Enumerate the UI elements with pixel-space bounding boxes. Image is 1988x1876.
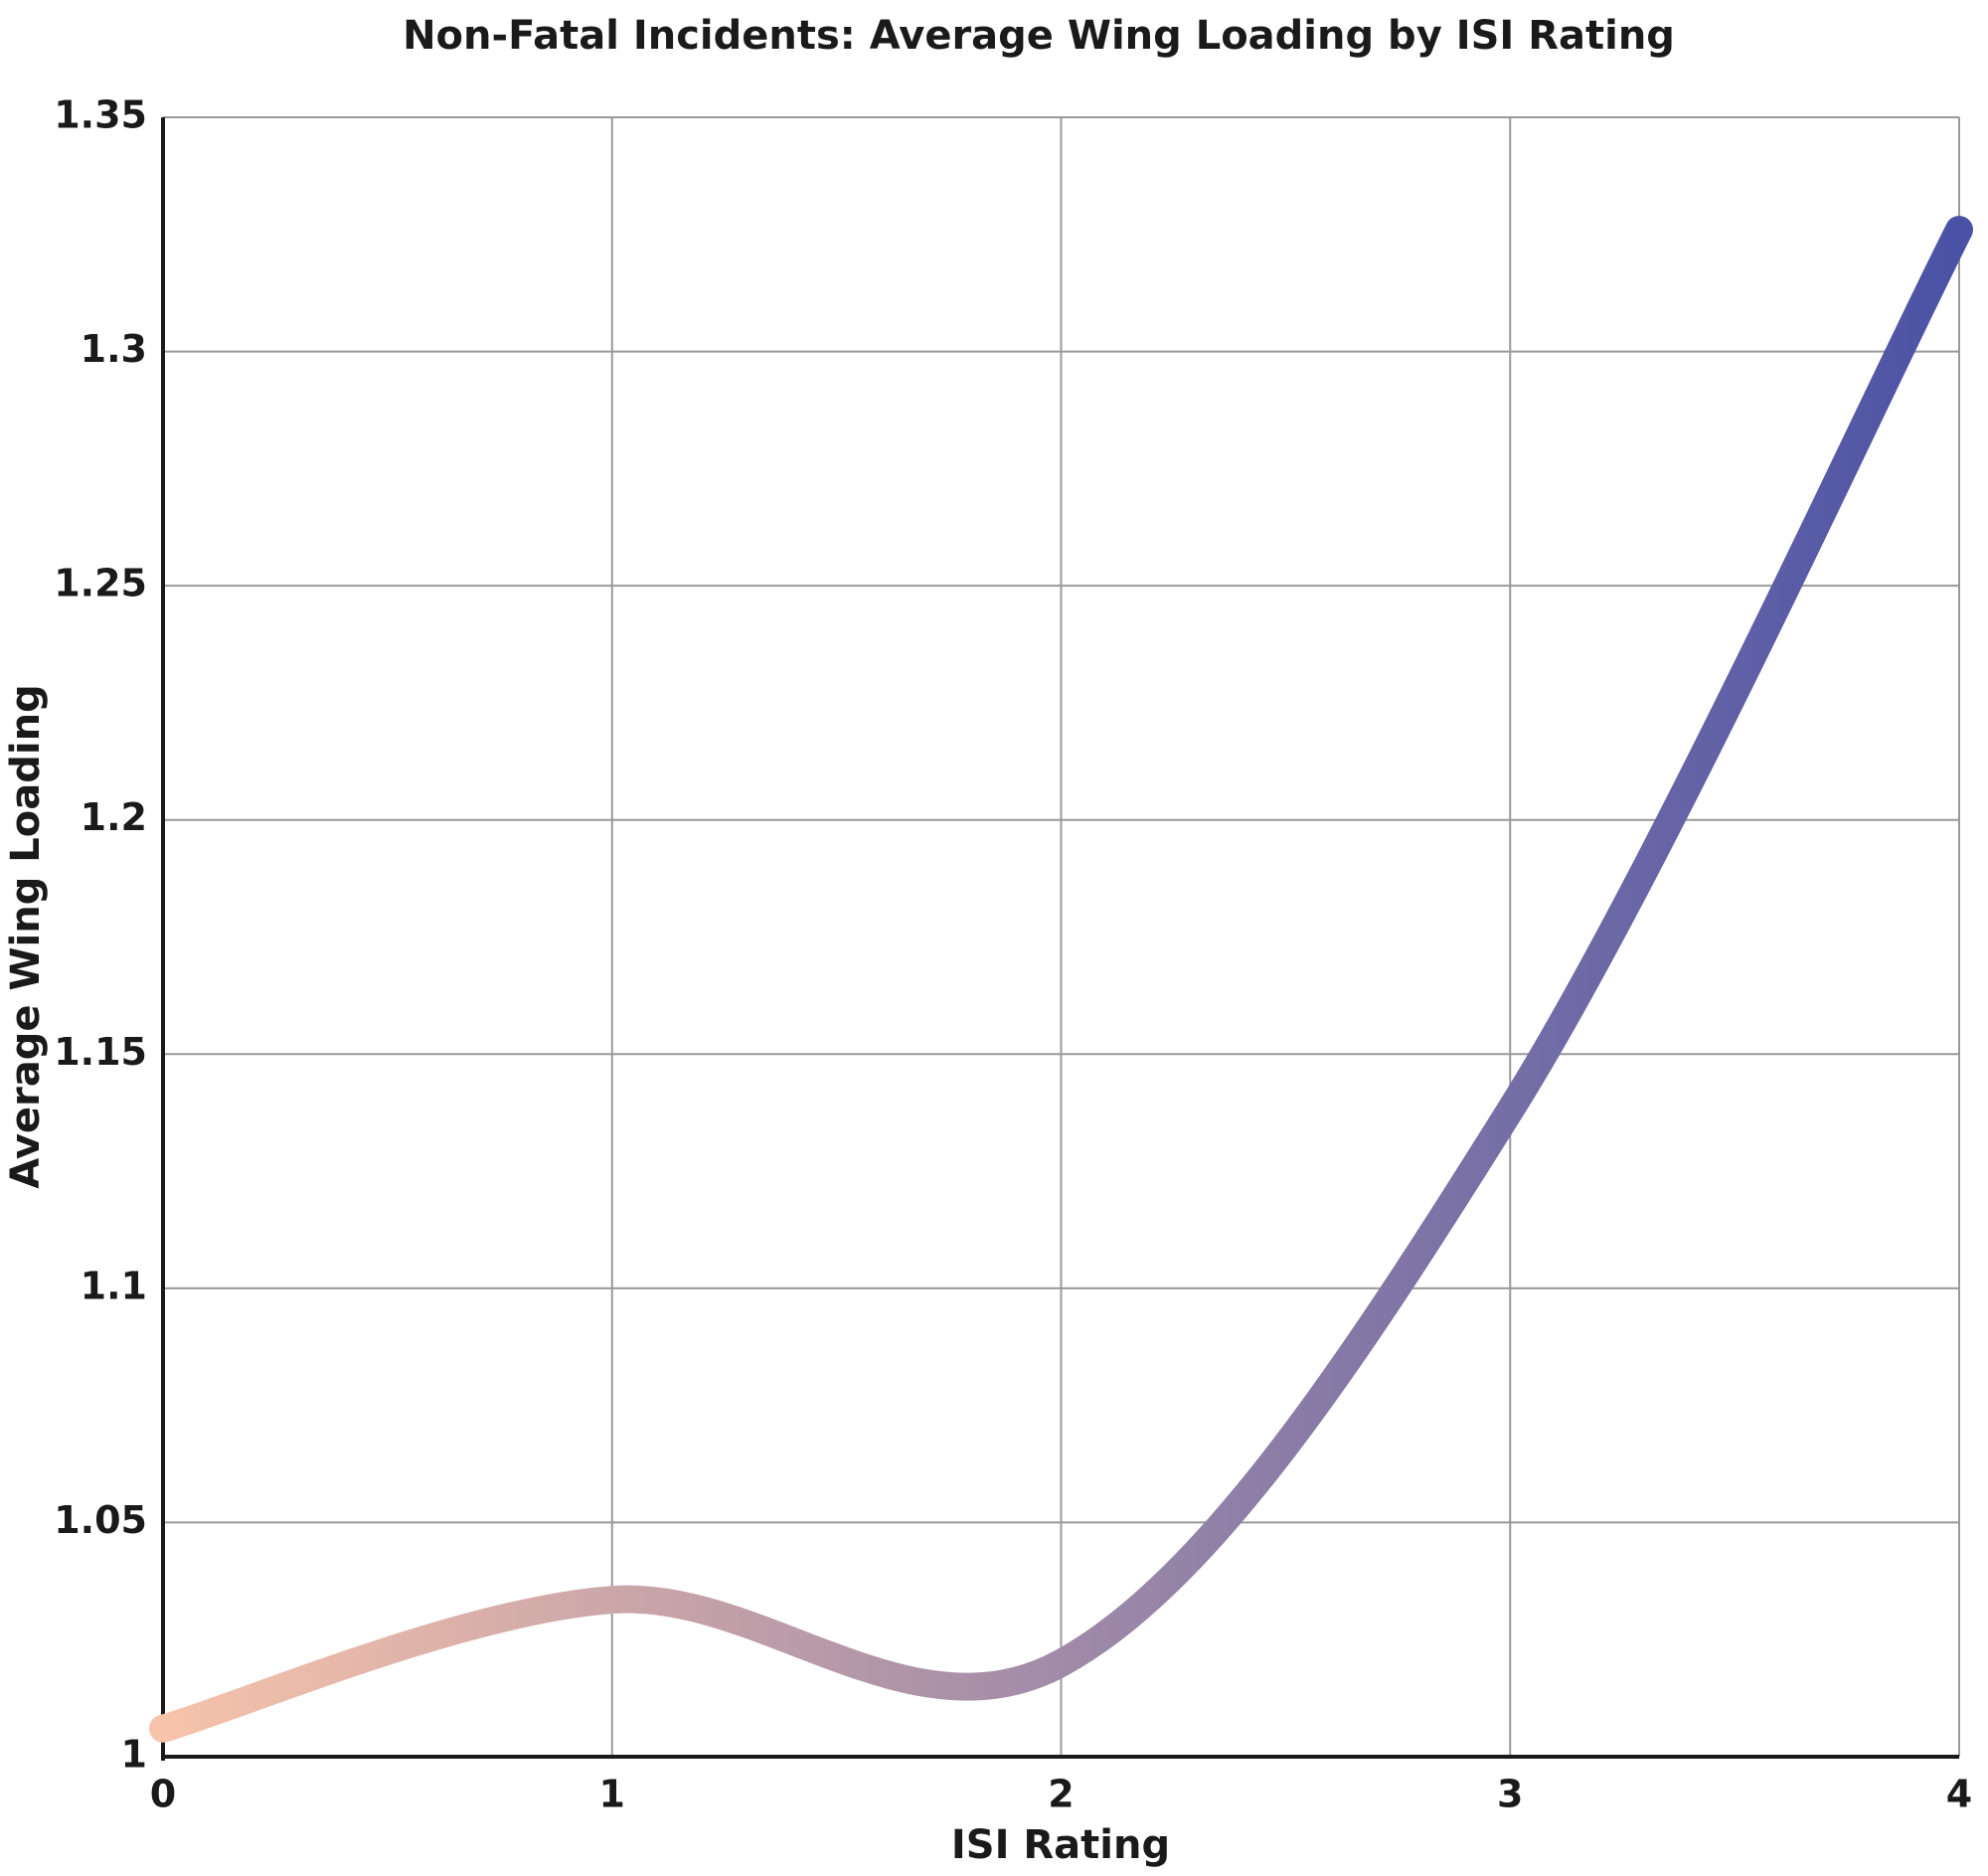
x-tick-label: 3	[1497, 1773, 1523, 1816]
y-tick-label: 1	[121, 1733, 147, 1777]
x-axis-label: ISI Rating	[951, 1822, 1170, 1868]
y-axis-label: Average Wing Loading	[3, 684, 49, 1188]
y-tick-label: 1.25	[54, 562, 147, 605]
x-tick-label: 1	[599, 1773, 625, 1816]
y-tick-label: 1.05	[54, 1498, 147, 1542]
x-tick-label: 4	[1946, 1773, 1972, 1816]
y-tick-label: 1.3	[81, 327, 147, 371]
y-tick-label: 1.1	[81, 1264, 147, 1307]
x-tick-label: 2	[1048, 1773, 1074, 1816]
y-tick-label: 1.2	[81, 795, 147, 839]
chart-title: Non-Fatal Incidents: Average Wing Loadin…	[403, 13, 1675, 59]
x-tick-label: 0	[150, 1773, 176, 1816]
y-tick-label: 1.35	[54, 93, 147, 137]
data-line	[149, 216, 1973, 1743]
y-tick-label: 1.15	[54, 1030, 147, 1074]
